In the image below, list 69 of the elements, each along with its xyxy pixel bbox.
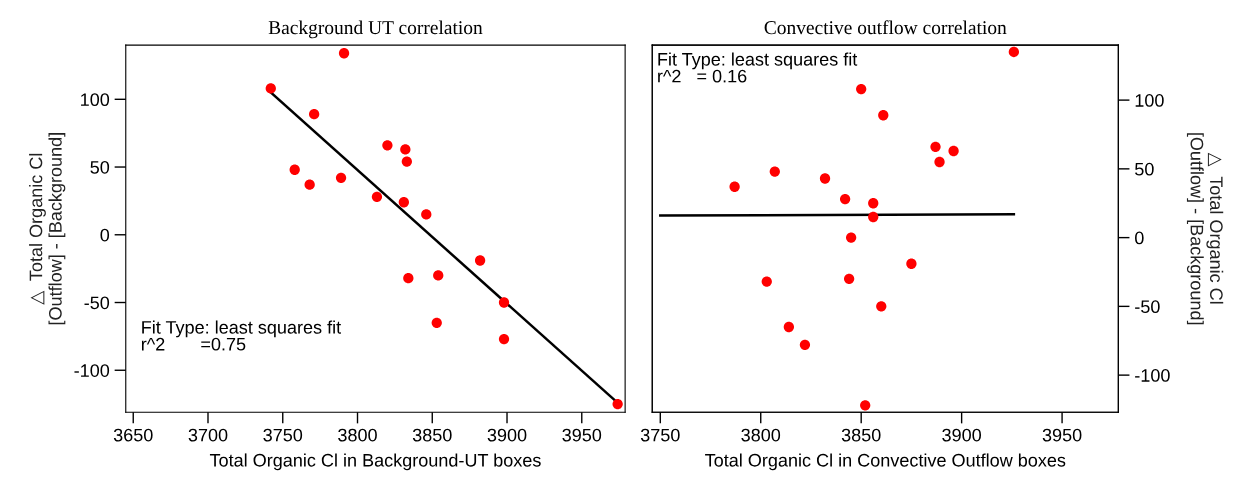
y-tick-label: -50 [84,296,110,310]
x-tick-label: 3750 [640,428,680,442]
y2-tick-label: -100 [1135,369,1170,382]
y2-tick-label: 0 [1135,231,1144,245]
x-tick-label: 3950 [562,428,602,442]
point [934,156,945,168]
point [335,172,347,184]
chart-title: Convective outflow correlation [764,20,1007,35]
point [843,273,855,285]
x-tick-label: 3700 [188,428,228,442]
y-axis-title: △ Total Organic Cl [Outflow] - [Background] [29,133,66,325]
point [431,317,442,328]
point [400,144,411,155]
annotation: Fit Type: least squares fit r^2 =0.75 [141,320,341,351]
y2-tick-label: 100 [1135,94,1164,107]
point [474,255,486,266]
x-tick-label: 3900 [942,428,982,442]
x-tick-label: 3750 [263,428,303,442]
point [265,83,276,94]
point [845,232,857,243]
x-tick-label: 3800 [741,428,781,442]
point [371,191,383,202]
point [868,211,879,223]
point [309,109,320,120]
point [421,209,432,220]
x-axis-title: Total Organic Cl in Convective Outflow boxes [705,453,1066,471]
point [769,166,780,177]
point [398,197,410,208]
point [498,333,510,345]
point [433,270,444,281]
x-tick-label: 3850 [412,428,452,442]
point [289,164,300,175]
point [498,297,510,308]
point [612,398,623,410]
point [304,179,315,190]
point [868,198,879,209]
x-tick-label: 3950 [1042,428,1082,442]
x-tick-label: 3900 [487,428,527,442]
point [382,140,393,151]
y-tick-label: 100 [81,93,110,107]
point [948,145,959,157]
point [860,400,871,411]
y-tick-label: 0 [100,228,110,242]
point [799,339,811,351]
point [906,258,917,269]
y2-tick-label: -50 [1135,300,1160,314]
y2-tick-label: 50 [1135,162,1154,176]
chart-title: Background UT correlation [268,20,483,39]
point [878,110,889,121]
y-tick-label: -100 [74,364,110,377]
point [930,141,941,153]
point [819,173,831,184]
point [783,321,795,333]
point [1008,46,1020,58]
point [876,301,887,312]
point [401,156,412,167]
y2-axis-title: △ Total Organic Cl [Outflow] - [Background] [1186,133,1224,325]
x-tick-label: 3650 [113,428,153,442]
annotation: Fit Type: least squares fit r^2 = 0.16 [658,52,858,83]
point [338,48,350,59]
x-axis-title: Total Organic Cl in Background-UT boxes [209,453,541,471]
point [403,272,414,284]
x-tick-label: 3850 [841,428,881,442]
point [761,276,772,287]
point [729,181,740,192]
y-tick-label: 50 [90,160,110,174]
x-tick-label: 3800 [338,428,377,442]
point [839,193,851,205]
point [856,83,867,95]
